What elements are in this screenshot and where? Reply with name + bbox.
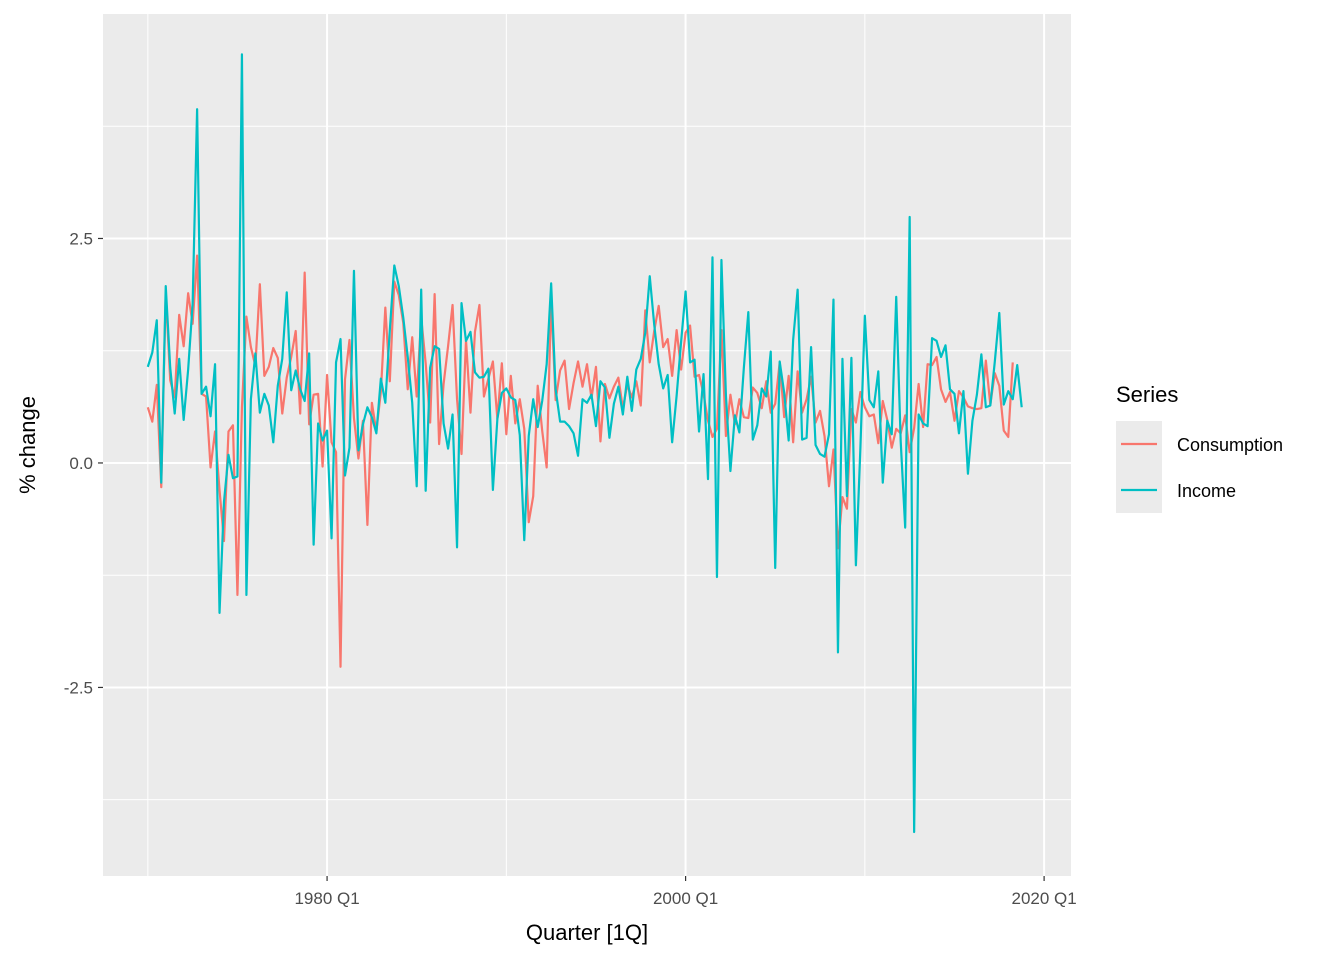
legend-label-income: Income [1177, 481, 1236, 501]
y-tick-label: 2.5 [69, 229, 93, 248]
minor-gridlines [103, 14, 1071, 876]
x-tick-label: 2000 Q1 [653, 889, 718, 908]
x-axis: 1980 Q1 2000 Q1 2020 Q1 [294, 876, 1077, 908]
y-tick-label: -2.5 [64, 678, 93, 697]
y-axis-title: % change [15, 396, 40, 494]
series-line-consumption [146, 254, 1014, 668]
y-tick-label: 0.0 [69, 454, 93, 473]
y-axis: -2.5 0.0 2.5 [64, 229, 103, 697]
x-axis-title: Quarter [1Q] [526, 920, 648, 945]
legend-label-consumption: Consumption [1177, 435, 1283, 455]
x-tick-label: 1980 Q1 [294, 889, 359, 908]
plot-panel [103, 14, 1071, 876]
legend: Series Consumption Income [1116, 382, 1283, 513]
series-lines [146, 53, 1023, 834]
x-tick-label: 2020 Q1 [1011, 889, 1076, 908]
series-line-income [146, 53, 1023, 834]
legend-title: Series [1116, 382, 1178, 407]
